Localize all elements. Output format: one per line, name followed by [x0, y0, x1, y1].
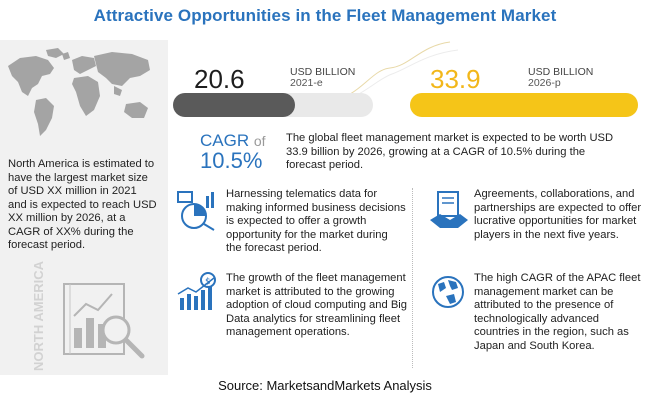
forecast-value-bar [410, 93, 638, 117]
opportunity-partnerships: Agreements, collaborations, and partners… [474, 188, 642, 241]
world-map-icon [8, 48, 150, 136]
current-unit: USD BILLION [290, 66, 356, 78]
forecast-unit-block: USD BILLION 2026-p [528, 67, 593, 89]
market-summary: The global fleet management market is ex… [286, 132, 614, 172]
forecast-value: 33.9 [430, 64, 481, 94]
north-america-description: North America is estimated to have the l… [8, 158, 157, 251]
forecast-year: 2026-p [528, 77, 561, 89]
forecast-value-bar-track [410, 93, 638, 117]
opportunity-telematics: Harnessing telematics data for making in… [226, 188, 406, 255]
cagr-value: 10.5% [200, 148, 263, 173]
current-value-bar [173, 93, 295, 117]
analytics-magnifier-icon [63, 283, 145, 359]
current-value: 20.6 [194, 64, 245, 94]
cagr-label-text: CAGR [200, 131, 250, 150]
cagr-label: CAGR of [200, 131, 266, 151]
page-title: Attractive Opportunities in the Fleet Ma… [93, 6, 557, 25]
opportunity-apac: The high CAGR of the APAC fleet manageme… [474, 272, 641, 352]
current-value-stat: 20.6 [194, 66, 245, 92]
globe-icon [432, 276, 464, 308]
current-value-bar-track [173, 93, 373, 117]
current-year: 2021-e [290, 77, 323, 89]
vertical-label-text: NORTH AMERICA [31, 260, 46, 371]
source-caption: Source: MarketsandMarkets Analysis [218, 378, 432, 393]
column-divider [412, 188, 413, 368]
north-america-panel: North America is estimated to have the l… [0, 40, 168, 375]
opportunity-cloud-adoption: The growth of the fleet management marke… [226, 272, 407, 339]
growth-chart-icon: $ [177, 272, 216, 310]
agreement-handshake-icon [430, 191, 468, 228]
current-unit-block: USD BILLION 2021-e [290, 67, 355, 89]
forecast-unit: USD BILLION [528, 66, 594, 78]
forecast-value-stat: 33.9 [430, 66, 481, 92]
telematics-data-icon [177, 191, 215, 231]
north-america-vertical-label: NORTH AMERICA [4, 261, 46, 373]
cagr-of-text: of [253, 133, 266, 149]
